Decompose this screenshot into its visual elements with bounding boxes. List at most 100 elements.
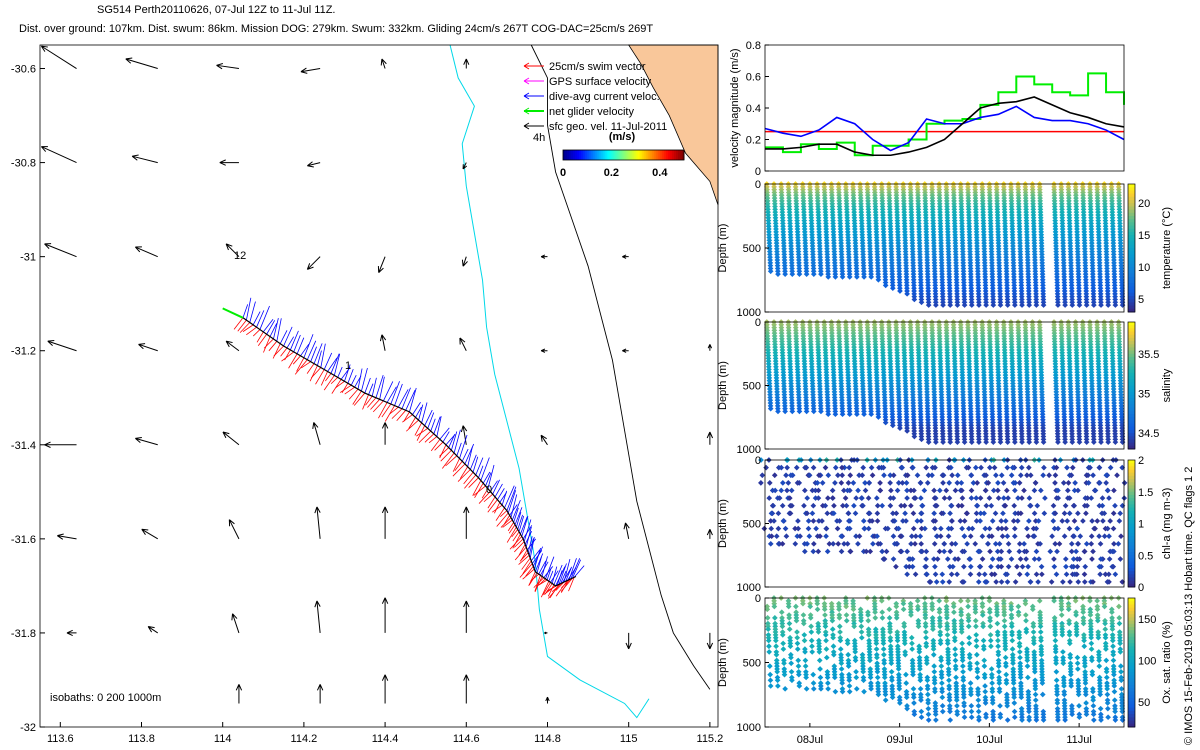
geo-vector-arrow	[540, 434, 548, 446]
dac-vector	[504, 485, 515, 509]
chla-sample-point	[996, 540, 1003, 547]
colorbar-cell	[575, 150, 578, 160]
salinity-colorbar-cell	[1128, 350, 1135, 355]
salinity-colorbar-cell	[1128, 347, 1135, 352]
map-y-tick-label: -32	[20, 722, 36, 734]
salinity-colorbar-cell	[1128, 369, 1135, 374]
chla-sample-point	[868, 464, 875, 471]
swim-vector	[268, 341, 278, 352]
chla-sample-point	[904, 548, 910, 555]
legend-arrowhead	[523, 62, 530, 70]
temperature-colorbar-cell	[1128, 206, 1135, 211]
chla-sample-point	[894, 487, 901, 494]
dac-vector	[469, 454, 477, 470]
geo-vector-arrow	[141, 528, 158, 540]
colorbar-cell	[673, 150, 677, 160]
dac-vector	[506, 486, 517, 511]
dac-vector	[371, 377, 377, 397]
chla-sample-point	[809, 487, 816, 494]
swim-vector	[521, 557, 531, 570]
temperature-sample-point	[1019, 302, 1025, 308]
salinity-colorbar-cell	[1128, 331, 1135, 336]
chla-sample-point	[874, 518, 881, 524]
chla-sample-point	[761, 525, 768, 532]
chla-sample-point	[758, 480, 764, 486]
dac-vector	[433, 416, 441, 434]
geo-vector-arrow	[381, 506, 389, 539]
dac-vector	[526, 538, 537, 551]
geo-vector-arrow	[216, 63, 240, 70]
dac-vector	[494, 483, 503, 498]
swim-vector	[257, 334, 267, 347]
chla-sample-point	[856, 533, 863, 540]
colorbar-cell	[647, 150, 651, 160]
chla-sample-point	[804, 495, 811, 501]
swim-vector	[463, 471, 474, 485]
dac-vector	[415, 406, 422, 418]
temperature-sample-point	[990, 302, 997, 308]
swim-vector	[309, 365, 318, 382]
geo-vector-arrow	[57, 533, 77, 540]
temperature-sample-point	[868, 274, 875, 280]
temperature-colorbar-cell	[1128, 219, 1135, 223]
swim-vector	[242, 324, 254, 332]
geo-vector-arrow	[316, 684, 324, 704]
temperature-colorbar-cell	[1128, 289, 1135, 294]
chla-sample-point	[979, 556, 986, 562]
swim-vector	[430, 439, 441, 452]
geo-vector-arrow	[460, 425, 468, 445]
colorbar-cell	[625, 150, 629, 160]
dac-vector	[565, 566, 573, 582]
chla-sample-point	[908, 502, 914, 509]
geo-vector-arrow	[545, 696, 550, 704]
salinity-y-tick-label: 0	[755, 317, 761, 329]
chla-sample-point	[937, 533, 944, 540]
dac-vector	[511, 499, 521, 521]
swim-vector	[280, 347, 288, 357]
chla-sample-point	[870, 540, 876, 547]
colorbar-cell	[679, 150, 683, 160]
chla-sample-point	[832, 464, 839, 471]
map-frame	[39, 44, 719, 728]
geo-vector-arrow	[706, 431, 714, 445]
swim-vector	[519, 563, 533, 578]
map-x-tick-label: 114	[214, 733, 232, 745]
dac-vector	[430, 418, 436, 432]
swim-vector	[457, 469, 471, 482]
temperature-sample-point	[1062, 302, 1068, 308]
temperature-sample-point	[997, 302, 1004, 308]
chla-sample-point	[881, 556, 888, 562]
salinity-colorbar-cell	[1128, 353, 1135, 358]
chla-sample-point	[902, 510, 908, 517]
geo-vector-arrow	[377, 256, 386, 274]
swim-vector	[459, 466, 468, 479]
temperature-colorbar-tick-label: 10	[1138, 262, 1150, 274]
colorbar-cell	[601, 150, 604, 160]
swim-vector	[372, 400, 384, 413]
map-x-tick-label: 113.6	[47, 733, 74, 745]
swim-vector	[533, 577, 545, 588]
geo-vector-arrow	[312, 422, 321, 445]
swim-vector	[495, 507, 505, 521]
chla-sample-point	[987, 548, 993, 555]
swim-vector	[352, 390, 362, 405]
salinity-colorbar-cell	[1128, 417, 1135, 421]
chla-sample-point	[824, 548, 831, 555]
dac-vector	[487, 464, 495, 489]
temperature-y-tick-label: 500	[743, 243, 761, 255]
temperature-colorbar-cell	[1128, 228, 1135, 233]
colorbar-cell	[677, 150, 681, 160]
chla-sample-point	[918, 518, 924, 524]
dac-vector	[515, 512, 522, 528]
salinity-colorbar-cell	[1128, 433, 1135, 437]
swim-vector	[367, 397, 377, 408]
velocity-y-tick-label: 0.6	[746, 72, 761, 84]
chla-sample-point	[813, 525, 819, 532]
temperature-colorbar-tick-label: 20	[1138, 198, 1150, 210]
swim-vector	[288, 353, 298, 369]
dac-vector	[527, 536, 533, 553]
chla-sample-point	[806, 533, 813, 540]
chla-sample-point	[893, 510, 900, 517]
chla-sample-point	[893, 563, 899, 570]
chla-sample-point	[862, 487, 869, 494]
